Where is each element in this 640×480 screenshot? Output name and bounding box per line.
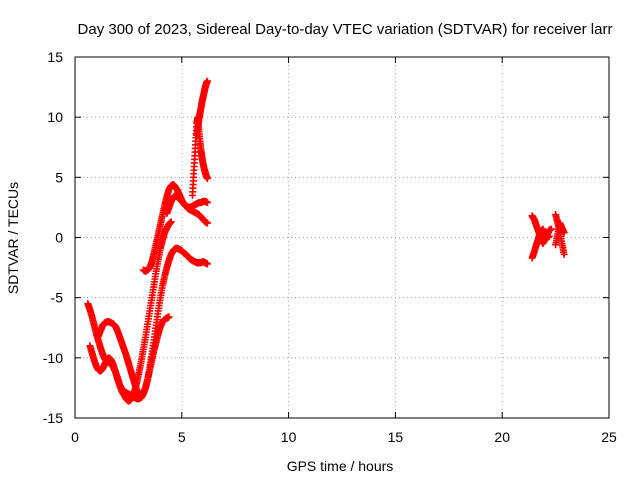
data-point (203, 260, 211, 268)
x-tick-label: 10 (281, 429, 297, 445)
data-point (560, 229, 568, 237)
y-tick-label: 5 (55, 169, 63, 185)
x-axis-label: GPS time / hours (287, 458, 394, 474)
data-point (545, 232, 553, 240)
x-tick-labels: 0 5 10 15 20 25 (71, 429, 617, 445)
y-tick-label: 15 (47, 49, 63, 65)
data-point (165, 313, 173, 321)
data-point (167, 218, 175, 226)
data-series-3 (94, 313, 173, 399)
data-series-11 (552, 219, 568, 249)
y-tick-label: 10 (47, 109, 63, 125)
x-tick-label: 5 (178, 429, 186, 445)
chart-title: Day 300 of 2023, Sidereal Day-to-day VTE… (78, 21, 613, 38)
x-tick-label: 15 (388, 429, 404, 445)
data-points (84, 77, 568, 405)
data-series-6 (188, 113, 211, 199)
x-tick-label: 0 (71, 429, 79, 445)
data-point (203, 175, 211, 183)
data-point (560, 250, 568, 258)
data-point (203, 77, 211, 85)
y-tick-label: -15 (43, 410, 63, 426)
plot-frame (74, 56, 610, 419)
data-point (547, 225, 555, 233)
data-point (203, 199, 211, 207)
y-axis-label: SDTVAR / TECUs (5, 182, 21, 294)
data-series-9 (528, 225, 553, 262)
x-tick-label: 25 (601, 429, 617, 445)
data-series-7 (193, 77, 211, 139)
data-point (203, 219, 211, 227)
y-tick-label: -5 (51, 290, 64, 306)
y-tick-label: 0 (55, 230, 63, 246)
x-tick-label: 20 (494, 429, 510, 445)
y-tick-label: -10 (43, 350, 63, 366)
data-series-5 (163, 191, 211, 227)
y-tick-labels: -15 -10 -5 0 5 10 15 (43, 49, 63, 426)
